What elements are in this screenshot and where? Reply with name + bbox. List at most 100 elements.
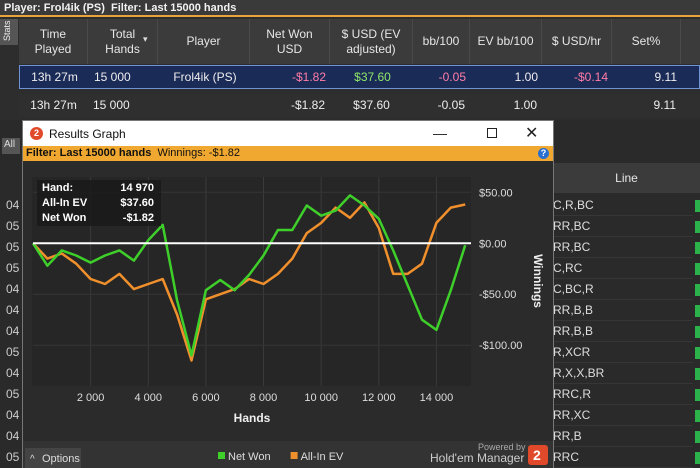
column-header[interactable]: $ USD/hr: [542, 19, 612, 64]
table-row[interactable]: 13h 27m 15 000 -$1.82 $37.60 -0.05 1.00 9.11: [19, 94, 700, 117]
line-cell: RR,BC: [553, 216, 693, 237]
row-chip: [695, 389, 700, 401]
line-cell: RR,B: [553, 426, 693, 447]
x-tick-label: 4 000: [134, 392, 162, 404]
row-code: 04: [6, 198, 20, 212]
line-cell: C,RC: [553, 258, 693, 279]
row-chip: [695, 410, 700, 422]
y-tick-label: -$100.00: [479, 340, 522, 352]
row-code: 05: [6, 219, 20, 233]
column-header[interactable]: Net Won USD: [250, 19, 330, 64]
window-title: Results Graph: [49, 127, 126, 141]
y-axis-label: Winnings: [531, 254, 545, 308]
minimize-button[interactable]: —: [433, 125, 447, 141]
winnings-label: Winnings: -$1.82: [157, 147, 240, 159]
table-cell: 9.11: [654, 70, 677, 84]
legend-label: Net Won: [228, 451, 271, 463]
line-header[interactable]: Line: [553, 163, 700, 193]
line-cell: RR,XC: [553, 405, 693, 426]
column-header[interactable]: bb/100: [413, 19, 470, 64]
brand-name: Hold'em Manager: [430, 451, 524, 465]
y-tick-label: $0.00: [479, 238, 507, 250]
column-header[interactable]: Total Hands: [88, 19, 158, 64]
tooltip-value: 14 970: [120, 182, 154, 194]
maximize-button[interactable]: [487, 128, 497, 138]
row-chip: [695, 305, 700, 317]
table-cell: 15 000: [93, 98, 130, 112]
y-tick-label: -$50.00: [479, 289, 516, 301]
stats-tab[interactable]: Stats: [0, 19, 18, 45]
table-cell: Frol4ik (PS): [173, 70, 237, 84]
row-code: 04: [6, 324, 20, 338]
table-cell: -$1.82: [291, 70, 326, 84]
row-chip: [695, 221, 700, 233]
title-bar: 2 Results Graph — ✕: [23, 121, 553, 146]
app-icon: 2: [30, 127, 43, 140]
options-arrow: ^: [30, 454, 35, 465]
line-cell: C,BC,R: [553, 279, 693, 300]
line-cell: RR,BC: [553, 237, 693, 258]
sort-arrow: ▾: [143, 34, 148, 44]
x-tick-label: 2 000: [77, 392, 105, 404]
column-header[interactable]: Time Played: [19, 19, 88, 64]
x-tick-label: 12 000: [362, 392, 396, 404]
x-tick-label: 14 000: [420, 392, 454, 404]
row-chip: [695, 200, 700, 212]
legend-label: All-In EV: [301, 451, 344, 463]
row-chip: [695, 368, 700, 380]
table-cell: -$1.82: [290, 98, 325, 112]
table-cell: -0.05: [438, 70, 466, 84]
row-code: 04: [6, 366, 20, 380]
row-code: 04: [6, 408, 20, 422]
row-chip: [695, 326, 700, 338]
row-code: 04: [6, 282, 20, 296]
legend-swatch: [290, 452, 298, 459]
options-label[interactable]: Options: [42, 453, 80, 465]
table-cell: 1.00: [514, 70, 538, 84]
column-header[interactable]: Set%: [612, 19, 681, 64]
row-code: 05: [6, 261, 20, 275]
help-button[interactable]: ?: [538, 148, 549, 159]
column-header[interactable]: EV bb/100: [470, 19, 542, 64]
row-code: 04: [6, 429, 20, 443]
filter-text: Filter: Last 15000 hands: [111, 2, 237, 14]
line-cell: R,XCR: [553, 342, 693, 363]
line-cell: RR,B,B: [553, 321, 693, 342]
legend-bar: [23, 441, 553, 468]
tooltip-box: [37, 180, 161, 226]
tooltip-label: All-In EV: [42, 197, 88, 209]
table-row[interactable]: 13h 27m 15 000 Frol4ik (PS) -$1.82 $37.60 -0.…: [19, 65, 700, 89]
row-code: 05: [6, 240, 20, 254]
row-code: 05: [6, 450, 20, 464]
row-code: 05: [6, 387, 20, 401]
all-tab[interactable]: All: [2, 138, 20, 154]
table-cell: -0.05: [437, 98, 465, 112]
tooltip-label: Hand:: [42, 182, 73, 194]
top-bar: Player: Frol4ik (PS) Filter: Last 15000 …: [0, 0, 700, 17]
line-cell: RR,B,B: [553, 300, 693, 321]
row-chip: [695, 347, 700, 359]
column-header[interactable]: Player: [158, 19, 250, 64]
row-chip: [695, 452, 700, 464]
table-cell: 9.11: [653, 98, 676, 112]
filter-label: Filter: Last 15000 hands: [26, 147, 152, 159]
brand-logo: [528, 445, 548, 465]
tooltip-value: -$1.82: [123, 212, 154, 224]
x-tick-label: 8 000: [250, 392, 278, 404]
line-cell: RRC,R: [553, 384, 693, 405]
results-chart: ^ Options Powered by Hold'em Manager 2 2…: [23, 161, 553, 468]
column-header[interactable]: $ USD (EV adjusted): [330, 19, 413, 64]
row-code: 05: [6, 345, 20, 359]
table-cell: 13h 27m: [31, 70, 78, 84]
options-button[interactable]: [25, 448, 81, 468]
player-filter: Player: Frol4ik (PS): [4, 2, 105, 14]
table-cell: -$0.14: [573, 70, 608, 84]
legend-swatch: [218, 452, 225, 459]
x-tick-label: 10 000: [304, 392, 338, 404]
brand-logo-mark: 2: [533, 447, 541, 463]
line-cell: RRC: [553, 447, 693, 468]
close-button[interactable]: ✕: [525, 125, 539, 142]
series-line: [32, 201, 466, 362]
